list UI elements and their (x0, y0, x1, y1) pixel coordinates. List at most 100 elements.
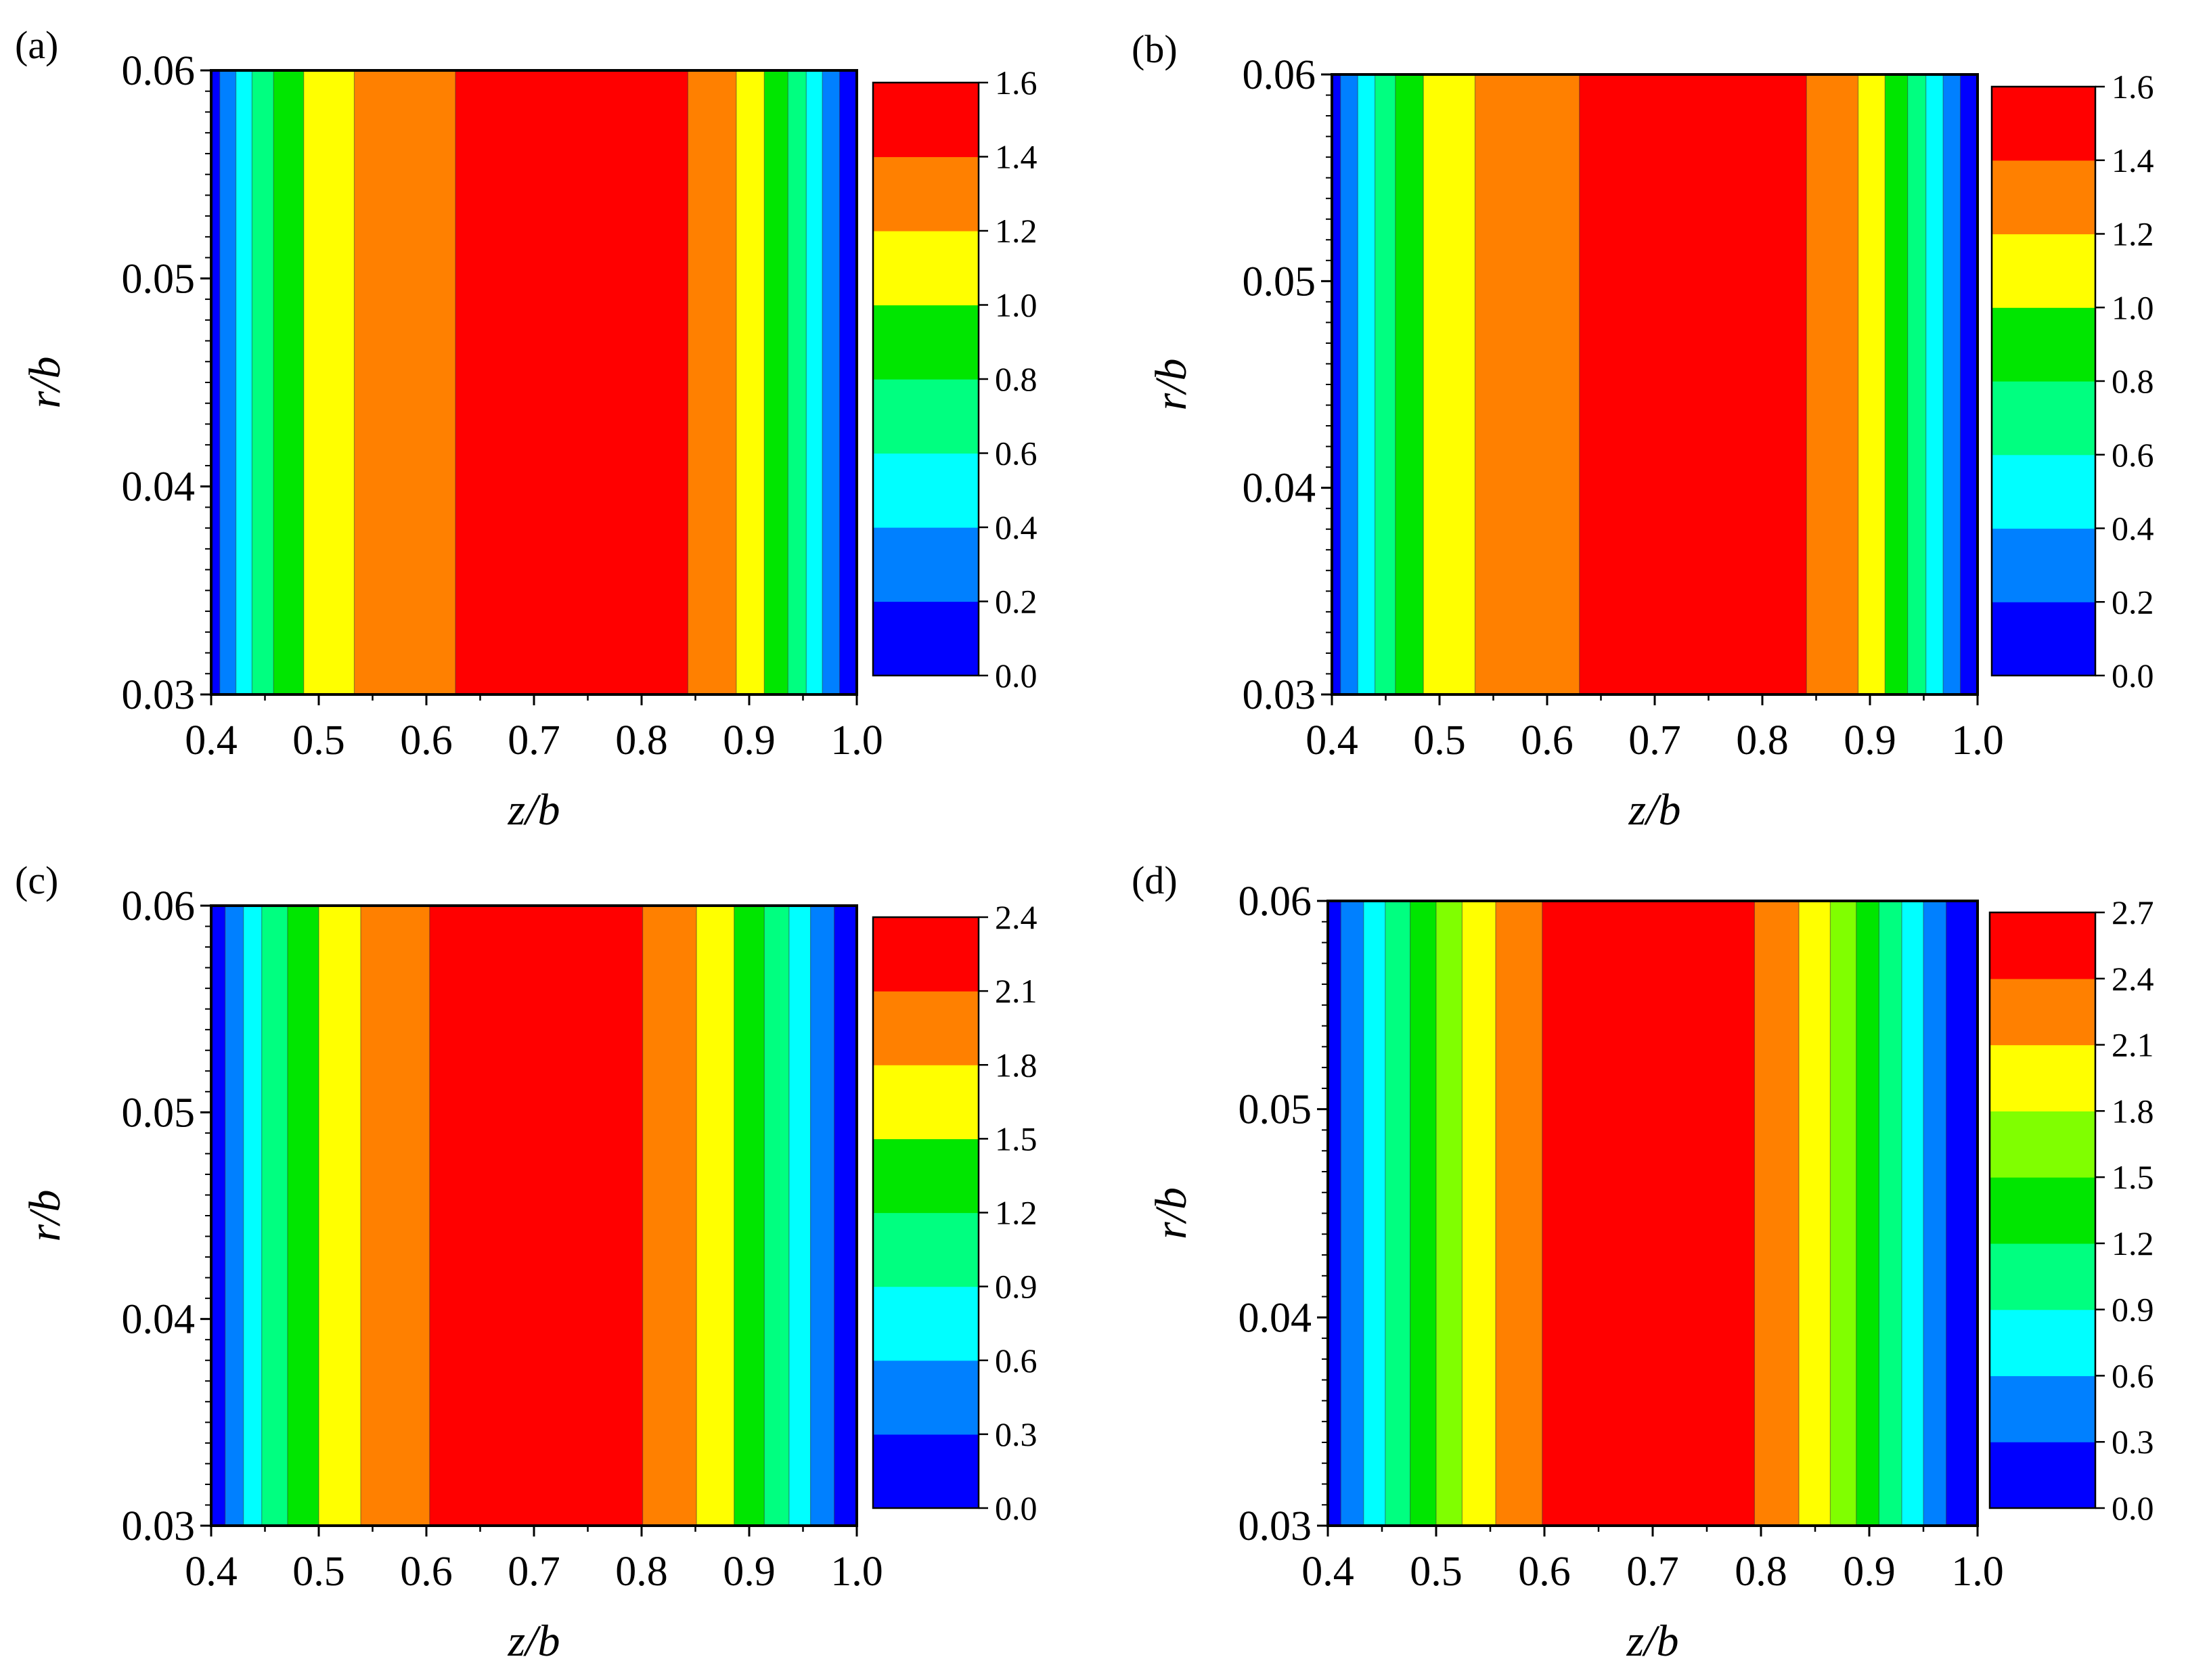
colorbar-tick-label: 0.9 (995, 1268, 1038, 1306)
colorbar-segment (1990, 1375, 2095, 1442)
contour-band (1358, 74, 1376, 694)
panel-label: (c) (15, 858, 58, 902)
colorbar-segment (1990, 978, 2095, 1046)
contour-band (1542, 901, 1755, 1526)
contour-band (1885, 74, 1909, 694)
contour-band (1395, 74, 1424, 694)
contour-band (1340, 74, 1358, 694)
contour-band (736, 70, 765, 694)
panel-label: (a) (15, 23, 58, 67)
y-axis-title: r/b (20, 356, 70, 408)
colorbar-segment (1992, 381, 2095, 456)
colorbar-tick-label: 0.3 (2112, 1423, 2154, 1461)
contour-band (1385, 901, 1411, 1526)
colorbar-tick-label: 0.0 (2112, 657, 2154, 694)
colorbar-segment (873, 601, 979, 676)
contour-band (287, 906, 319, 1526)
contour-band (764, 70, 788, 694)
colorbar-tick-label: 0.0 (2112, 1489, 2154, 1527)
colorbar-segment (873, 991, 979, 1065)
contour-band (1475, 74, 1580, 694)
x-tick-label: 0.7 (1628, 717, 1681, 764)
colorbar-tick-label: 2.7 (2112, 893, 2154, 931)
colorbar-segment (873, 1212, 979, 1287)
y-tick-label: 0.05 (1243, 259, 1316, 305)
x-tick-label: 0.5 (292, 717, 345, 764)
y-axis-title: r/b (1146, 358, 1196, 410)
contour-band (822, 70, 841, 694)
x-tick-label: 0.4 (185, 717, 238, 764)
colorbar-tick-label: 1.2 (2112, 1224, 2154, 1262)
colorbar-segment (873, 527, 979, 602)
x-tick-label: 0.8 (615, 1549, 668, 1595)
colorbar: 0.0 0.2 0.4 0.6 0.8 1.0 1.2 1.4 1.6 (872, 64, 1038, 694)
x-tick-label: 0.9 (723, 1549, 776, 1595)
x-tick-label: 0.7 (508, 717, 560, 764)
contour-band (1879, 901, 1902, 1526)
colorbar-tick-label: 0.0 (995, 657, 1038, 694)
x-tick-label: 0.6 (400, 1549, 453, 1595)
contour-band (1375, 74, 1396, 694)
x-tick-label: 0.8 (1736, 717, 1789, 764)
y-tick-label: 0.05 (122, 256, 196, 302)
contour-band (211, 70, 221, 694)
x-tick-label: 1.0 (1951, 717, 2004, 764)
colorbar-segment (873, 305, 979, 380)
contour-band (354, 70, 456, 694)
contour-band (219, 70, 237, 694)
panel-a: 0.4 0.5 0.6 0.7 0.8 0.9 1.0 0.03 0.04 0.05 0.06 z/b… (15, 23, 1038, 835)
colorbar-tick-label: 0.8 (2112, 362, 2154, 400)
y-tick-label: 0.04 (1243, 466, 1316, 512)
contour-band (1363, 901, 1386, 1526)
colorbar-segment (1992, 234, 2095, 308)
colorbar-tick-label: 1.5 (2112, 1158, 2154, 1196)
colorbar-segment (873, 83, 979, 158)
colorbar: 0.0 0.3 0.6 0.9 1.2 1.5 1.8 2.1 2.4 (872, 898, 1038, 1527)
y-tick-label: 0.05 (122, 1090, 196, 1136)
colorbar-tick-label: 1.8 (995, 1046, 1038, 1084)
contour-band (243, 906, 263, 1526)
y-tick-label: 0.03 (1239, 1503, 1312, 1549)
colorbar-segment (873, 1139, 979, 1214)
x-tick-label: 0.4 (1306, 717, 1358, 764)
contour-band (1907, 74, 1927, 694)
y-axis-title: r/b (20, 1189, 70, 1241)
contour-band (688, 70, 737, 694)
contour-band (319, 906, 361, 1526)
colorbar-segment (873, 156, 979, 231)
contour-band (806, 70, 823, 694)
colorbar-segment (873, 1065, 979, 1139)
contour-band (764, 906, 790, 1526)
contour-band (1799, 901, 1831, 1526)
contour-band (810, 906, 835, 1526)
y-tick-label: 0.03 (122, 672, 196, 718)
x-axis-title: z/b (1626, 1616, 1678, 1666)
contour-band (839, 70, 857, 694)
contour-band (236, 70, 253, 694)
colorbar-segment (1990, 1111, 2095, 1178)
contour-band (1856, 901, 1879, 1526)
colorbar-tick-label: 0.9 (2112, 1291, 2154, 1329)
colorbar-segment (1992, 454, 2095, 529)
y-tick-label: 0.04 (122, 464, 196, 510)
colorbar-tick-label: 1.2 (2112, 215, 2154, 253)
colorbar-tick-label: 0.2 (2112, 583, 2154, 621)
colorbar-tick-label: 1.0 (995, 286, 1038, 324)
y-tick-label: 0.04 (122, 1297, 196, 1343)
colorbar-tick-label: 1.8 (2112, 1092, 2154, 1130)
colorbar-segment (1992, 160, 2095, 235)
colorbar-tick-label: 1.2 (995, 212, 1038, 250)
contour-band (1925, 74, 1944, 694)
contour-band (361, 906, 430, 1526)
colorbar-segment (873, 453, 979, 528)
x-tick-label: 0.8 (1735, 1549, 1787, 1595)
contour-band (1946, 901, 1978, 1526)
x-tick-label: 0.9 (723, 717, 776, 764)
y-tick-label: 0.06 (1243, 52, 1316, 98)
contour-band (1423, 74, 1476, 694)
colorbar-tick-label: 0.4 (2112, 510, 2154, 548)
colorbar-tick-label: 2.4 (2112, 960, 2154, 998)
colorbar-tick-label: 0.4 (995, 508, 1038, 546)
x-tick-label: 0.7 (508, 1549, 560, 1595)
colorbar-segment (1990, 1243, 2095, 1310)
